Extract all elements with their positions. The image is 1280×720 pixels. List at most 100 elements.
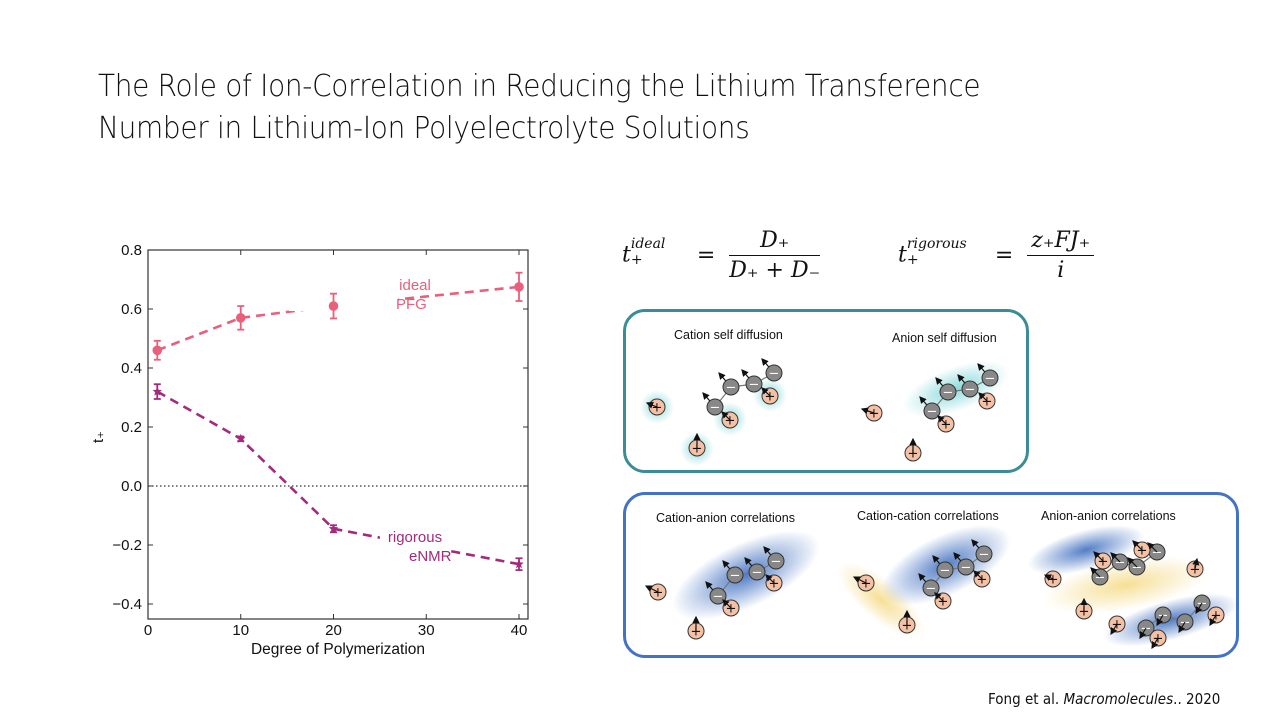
anion-icon [706, 398, 724, 416]
transference-number-chart: 0 10 20 30 40 0.8 0.6 0.4 0.2 0.0 −0.2 −0.4 Degree o… [90, 242, 529, 658]
anion-icon [765, 364, 783, 382]
panel-label-cation-self-diffusion: Cation self diffusion [674, 328, 783, 342]
svg-text:+: + [769, 577, 780, 592]
anion-icon [939, 383, 957, 401]
anion-icon [709, 587, 727, 605]
series-line-ideal [156, 285, 520, 352]
self-diffusion-diagram: Cation self diffusion Anion self diffusi… [623, 309, 1029, 473]
correlation-illustration: −− −−++++−− −−++++−− −−++−− −−++++++ [644, 524, 1236, 650]
y-tick-label: 0.2 [121, 419, 142, 436]
svg-text:−: − [1152, 546, 1163, 561]
svg-text:−: − [943, 386, 954, 401]
svg-text:+: + [977, 573, 988, 588]
formula-rigorous-sub: + [906, 251, 919, 268]
svg-text:−: − [927, 405, 938, 420]
anion-icon [957, 558, 975, 576]
svg-text:+: + [1190, 563, 1201, 578]
svg-text:+: + [652, 401, 663, 416]
svg-text:+: + [982, 395, 993, 410]
anion-icon [961, 380, 979, 398]
svg-text:+: + [725, 414, 736, 429]
anion-icon [745, 375, 763, 393]
slide-title: The Role of Ion-Correlation in Reducing … [98, 66, 981, 150]
formula-ideal-sup: ideal [630, 235, 666, 252]
y-tick-label: −0.2 [112, 537, 142, 554]
data-point [328, 301, 339, 311]
svg-text:+: + [869, 407, 880, 422]
equals-sign: = [696, 242, 716, 268]
y-tick-label: 0.8 [121, 242, 142, 259]
data-point [514, 559, 524, 569]
panel-label-anion-anion: Anion-anion correlations [1041, 509, 1176, 523]
equals-sign: = [994, 242, 1014, 268]
series-line-rigorous [156, 390, 520, 566]
x-axis-label: Degree of Polymerization [251, 641, 425, 658]
formula-rigorous-numerator: z₊FJ₊ [1027, 228, 1095, 256]
svg-text:−: − [713, 590, 724, 605]
data-point [328, 523, 339, 533]
y-tick-label: −0.4 [112, 596, 142, 613]
svg-text:+: + [1137, 544, 1148, 559]
formula-rigorous: t rigorous + = z₊FJ₊ i [898, 228, 1095, 283]
data-point [235, 433, 246, 443]
svg-text:+: + [726, 602, 737, 617]
x-tick-label: 20 [325, 622, 342, 639]
x-tick-label: 0 [144, 622, 152, 639]
svg-text:−: − [1115, 556, 1126, 571]
svg-text:−: − [979, 548, 990, 563]
svg-text:−: − [771, 555, 782, 570]
panel-label-anion-self-diffusion: Anion self diffusion [892, 331, 997, 345]
svg-text:+: + [908, 447, 919, 462]
citation: Fong et al. Macromolecules.. 2020 [988, 690, 1220, 708]
formula-rigorous-lhs: t [898, 242, 907, 268]
plot-frame [147, 249, 529, 620]
series-label-line1: rigorous [388, 529, 442, 546]
anion-icon [726, 566, 744, 584]
anion-icon [923, 402, 941, 420]
panel-label-cation-anion: Cation-anion correlations [656, 511, 795, 525]
correlation-diagram: Cation-anion correlations Cation-cation … [623, 492, 1239, 658]
svg-text:+: + [938, 595, 949, 610]
title-line-2: Number in Lithium-Ion Polyelectrolyte So… [98, 111, 750, 146]
svg-text:+: + [1079, 605, 1090, 620]
y-tick-label: 0.6 [121, 301, 142, 318]
data-point [235, 313, 246, 323]
data-point [514, 282, 524, 292]
svg-text:−: − [940, 564, 951, 579]
data-point [152, 386, 163, 396]
svg-text:−: − [749, 378, 760, 393]
anion-icon [975, 545, 993, 563]
data-point [152, 345, 163, 356]
formula-ideal: t ideal + = D₊ D₊ + D₋ [622, 228, 821, 283]
svg-text:−: − [985, 372, 996, 387]
citation-year: .. 2020 [1173, 690, 1221, 708]
self-diffusion-illustration: −− −−++++−− −−++++ [640, 358, 1010, 466]
svg-text:+: + [765, 390, 776, 405]
x-tick-label: 10 [232, 622, 249, 639]
svg-text:−: − [1132, 561, 1143, 576]
svg-text:−: − [926, 582, 937, 597]
title-line-1: The Role of Ion-Correlation in Reducing … [98, 69, 981, 104]
formula-ideal-numerator: D₊ [729, 228, 821, 256]
anion-icon [936, 561, 954, 579]
y-axis-label: t₊ [90, 431, 107, 443]
x-tick-label: 40 [511, 622, 528, 639]
svg-text:−: − [726, 381, 737, 396]
svg-text:+: + [941, 418, 952, 433]
formula-ideal-sub: + [630, 251, 643, 268]
formula-ideal-lhs: t [622, 242, 631, 268]
svg-text:−: − [710, 401, 721, 416]
series-label-line2: eNMR [409, 548, 452, 565]
anion-icon [748, 563, 766, 581]
svg-text:−: − [1095, 571, 1106, 586]
svg-text:−: − [730, 569, 741, 584]
x-tick-label: 30 [418, 622, 435, 639]
series-label-line1: ideal [399, 277, 431, 294]
svg-text:+: + [691, 625, 702, 640]
anion-icon [767, 552, 785, 570]
anion-icon [922, 579, 940, 597]
panel-label-cation-cation: Cation-cation correlations [857, 509, 999, 523]
formula-ideal-denominator: D₊ + D₋ [729, 258, 821, 283]
svg-text:+: + [902, 619, 913, 634]
svg-text:−: − [965, 383, 976, 398]
